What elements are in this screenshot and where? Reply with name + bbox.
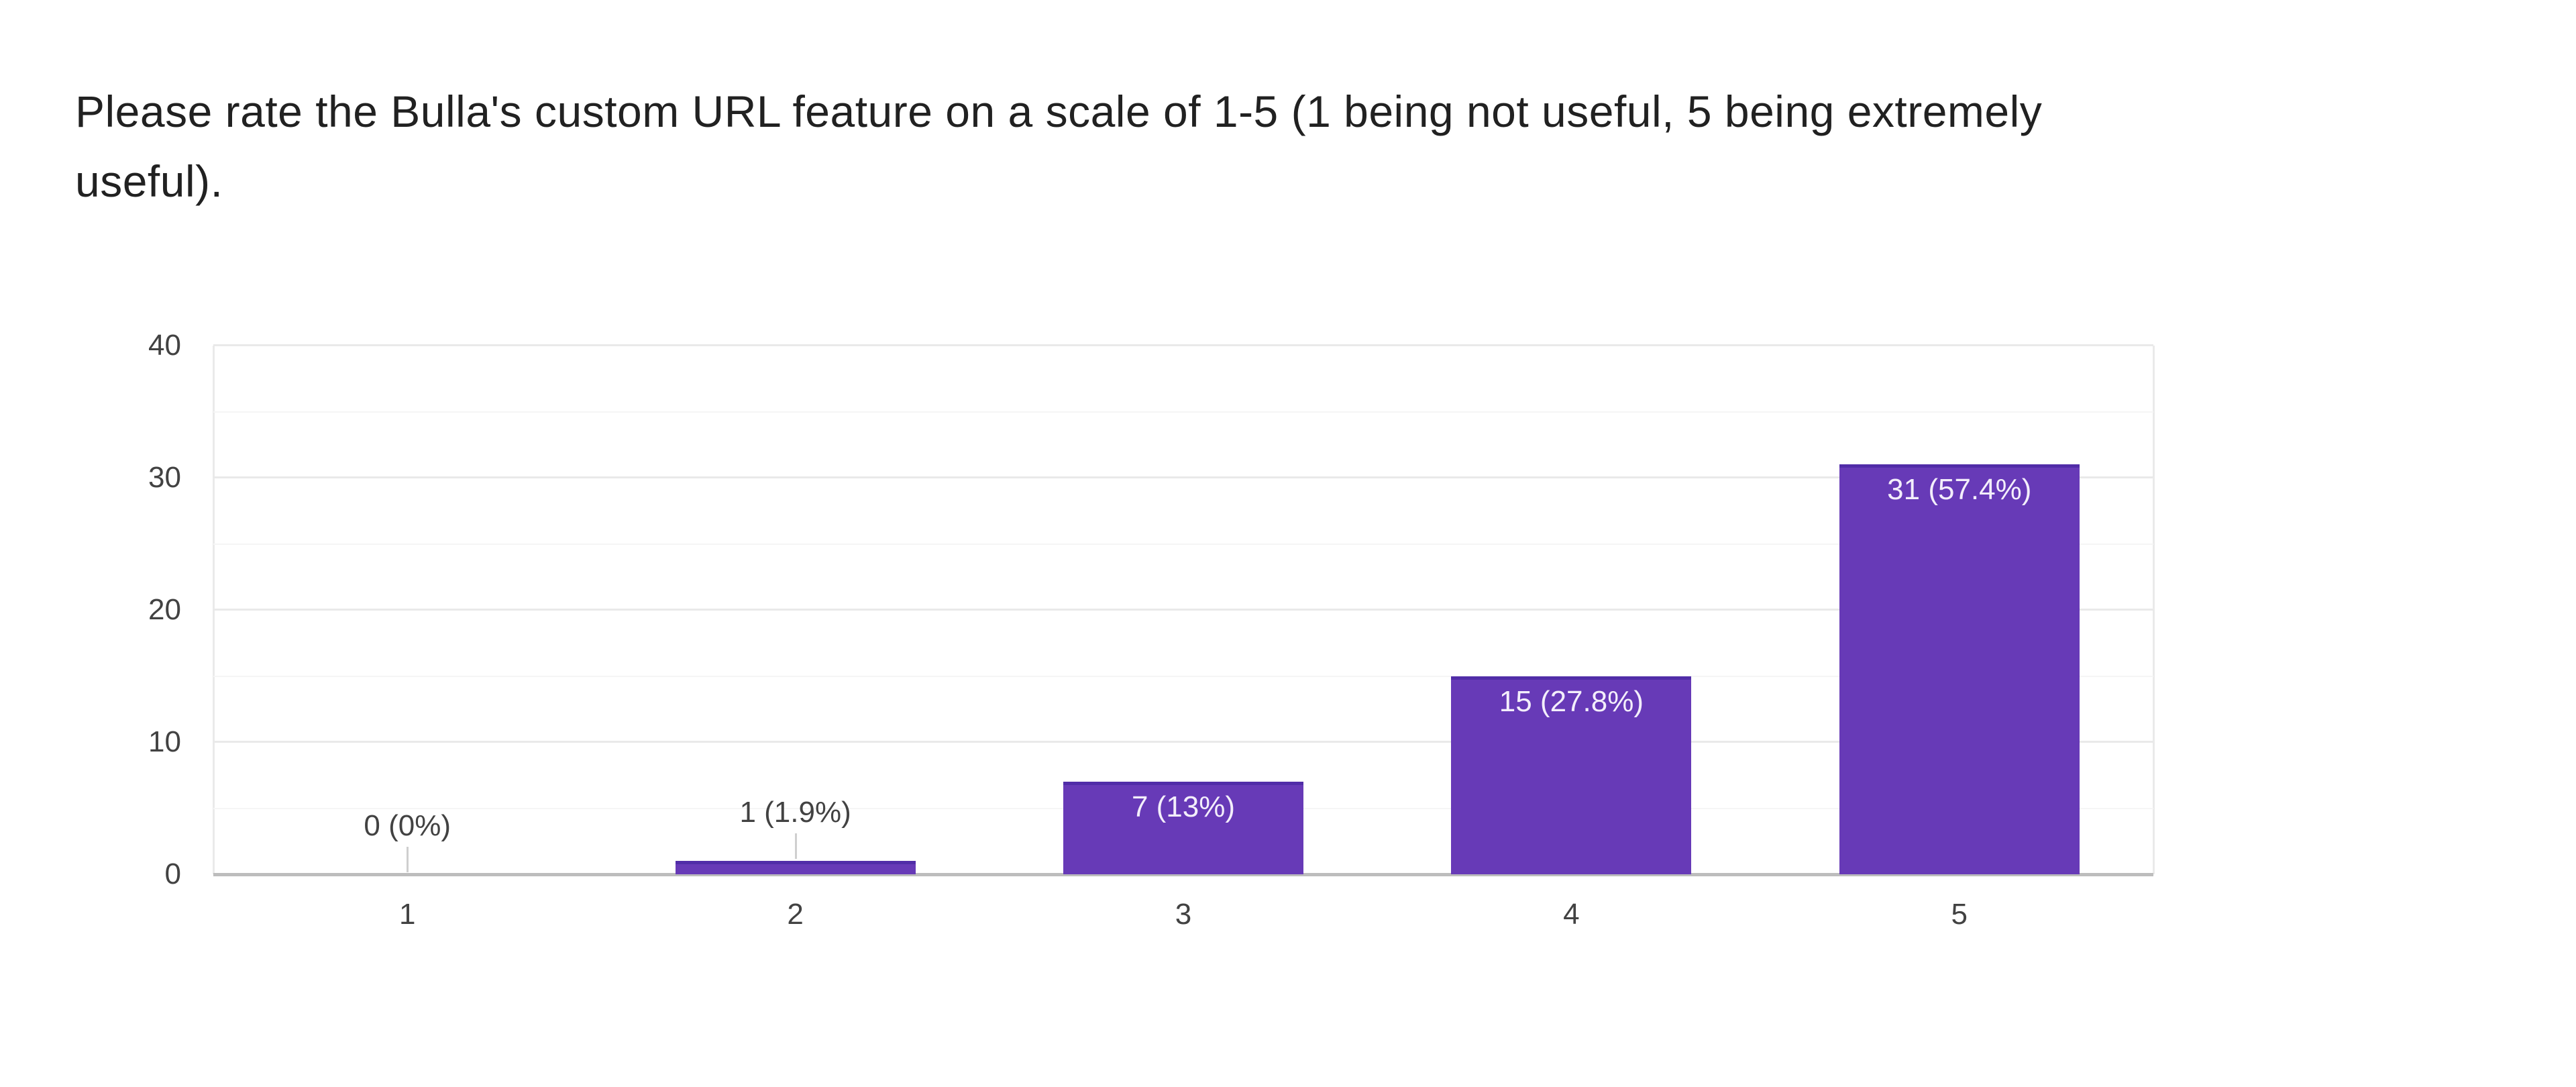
x-axis-category-label: 1: [398, 898, 416, 931]
bar-value-label: 31 (57.4%): [1887, 473, 2032, 507]
question-title-line2: useful).: [75, 156, 223, 206]
bar-chart-plot-area: 0 (0%) 1 (1.9%) 7 (13%) 15 (27.8%) 31 (57.4%…: [213, 344, 2155, 876]
bar-rating-5: [1839, 464, 2080, 874]
minor-gridline: [213, 543, 2153, 545]
bar-value-label: 1 (1.9%): [739, 796, 851, 829]
y-axis-tick-label: 20: [148, 593, 181, 626]
major-gridline: [213, 344, 2153, 346]
bar-value-label: 7 (13%): [1131, 790, 1236, 824]
question-title: Please rate the Bulla's custom URL featu…: [75, 76, 2262, 216]
x-axis-category-label: 2: [787, 898, 804, 931]
x-axis-baseline: [213, 873, 2153, 876]
minor-gridline: [213, 675, 2153, 677]
bar-rating-4: [1451, 676, 1692, 874]
question-title-line1: Please rate the Bulla's custom URL featu…: [75, 87, 2043, 136]
y-axis-tick-label: 30: [148, 461, 181, 494]
major-gridline: [213, 609, 2153, 611]
x-axis-category-label: 5: [1951, 898, 1968, 931]
x-axis-category-label: 3: [1175, 898, 1192, 931]
y-axis-tick-label: 40: [148, 329, 181, 362]
y-axis-tick-label: 0: [164, 858, 181, 890]
bar-value-label: 0 (0%): [364, 809, 451, 842]
plot-right-edge-line: [2153, 346, 2155, 874]
bar-rating-3: [1063, 782, 1303, 874]
bar-rating-2: [675, 861, 916, 874]
y-axis-tick-label: 10: [148, 725, 181, 758]
bar-value-label: 15 (27.8%): [1499, 684, 1644, 718]
label-leader-line: [407, 847, 409, 872]
label-leader-line: [794, 833, 797, 860]
major-gridline: [213, 741, 2153, 743]
major-gridline: [213, 476, 2153, 478]
x-axis-category-label: 4: [1563, 898, 1580, 931]
minor-gridline: [213, 411, 2153, 413]
